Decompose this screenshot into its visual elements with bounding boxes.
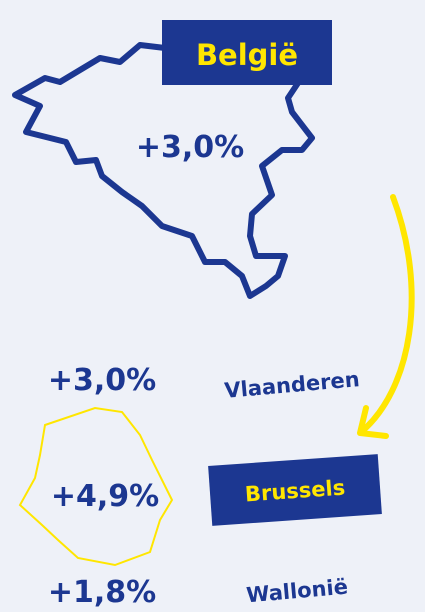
region-value: +3,0% <box>48 363 156 398</box>
title-box <box>162 20 332 85</box>
belgium-outline <box>12 37 315 299</box>
region-box <box>208 454 382 526</box>
arrow <box>357 194 415 439</box>
region-value: +4,9% <box>51 479 159 514</box>
map-title: België <box>196 38 298 72</box>
map-value: +3,0% <box>136 130 244 165</box>
region-value: +1,8% <box>48 575 156 610</box>
brussels-outline <box>18 406 174 567</box>
brussels-box: Brussels <box>208 454 382 526</box>
